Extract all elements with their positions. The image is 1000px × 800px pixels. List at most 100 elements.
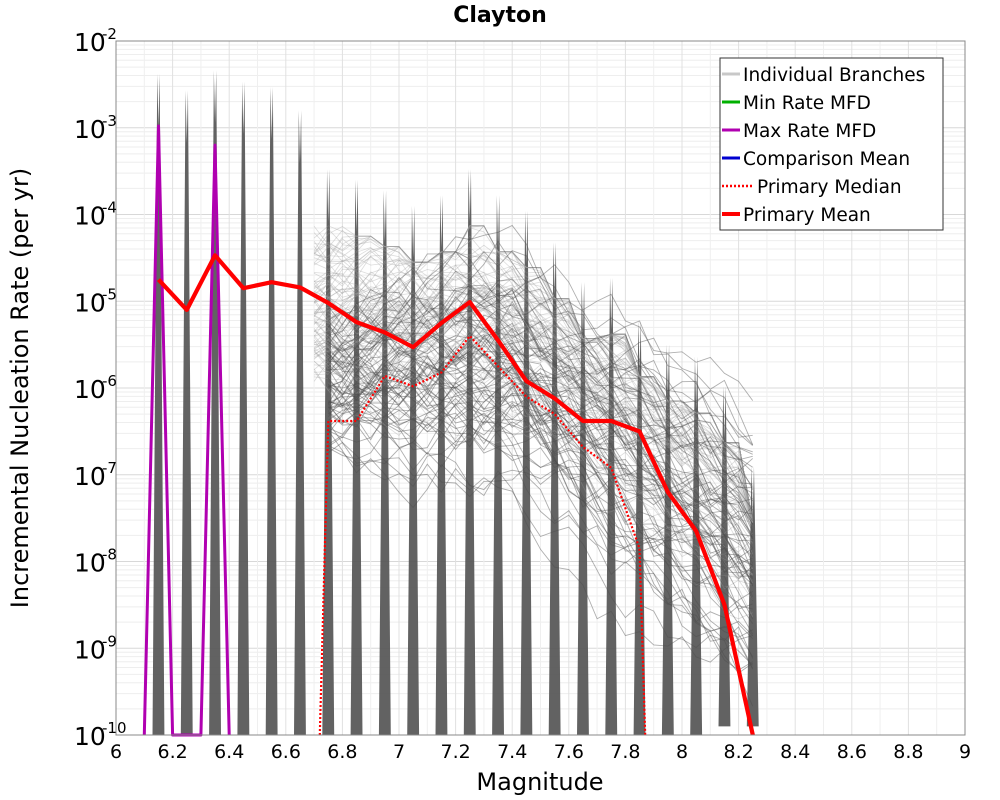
y-tick-label: 10-9 <box>74 632 117 664</box>
branch-line <box>313 276 754 523</box>
branch-line <box>313 295 754 523</box>
branch-line <box>328 240 754 531</box>
y-tick-label: 10-5 <box>74 285 117 317</box>
branch-line <box>327 283 754 521</box>
branch-line <box>328 366 754 640</box>
branch-line <box>313 272 754 523</box>
branch-line <box>328 251 754 490</box>
legend-box <box>719 57 944 231</box>
branch-line <box>313 235 754 523</box>
branch-line <box>313 274 754 523</box>
branch-line <box>313 273 754 523</box>
branch-line <box>314 339 753 579</box>
branch-line <box>327 351 754 601</box>
branch-line <box>327 375 754 597</box>
branch-line <box>328 383 754 549</box>
branch-spike <box>605 277 618 735</box>
y-tick-base: 10 <box>74 635 106 664</box>
branch-line <box>328 421 754 670</box>
branch-line <box>313 282 753 557</box>
y-tick-exponent: -5 <box>102 285 117 303</box>
branch-line <box>328 337 754 540</box>
branch-line <box>313 235 754 523</box>
y-tick-exponent: -6 <box>102 372 117 390</box>
branch-line <box>328 327 754 564</box>
branch-line <box>328 314 754 445</box>
legend-label-max-rate-mfd: Max Rate MFD <box>743 121 876 142</box>
branch-line <box>328 288 753 461</box>
branch-line <box>327 264 754 401</box>
branch-spike <box>152 73 165 736</box>
branch-line <box>328 356 754 580</box>
primary-median-line <box>318 334 647 736</box>
branch-line <box>313 310 754 523</box>
branch-line <box>327 378 754 574</box>
branch-line <box>313 265 754 523</box>
branch-line <box>327 383 754 658</box>
branch-line <box>313 296 754 601</box>
branch-line <box>314 309 754 523</box>
branch-spike <box>690 356 703 735</box>
branch-line <box>327 335 754 511</box>
branch-line <box>313 259 754 523</box>
branch-line <box>313 225 754 523</box>
x-tick-label: 8.8 <box>893 741 923 763</box>
branch-spike <box>746 466 759 727</box>
branch-line <box>313 251 754 523</box>
branch-line <box>327 298 753 453</box>
branch-line <box>327 334 754 586</box>
y-tick-exponent: -10 <box>102 719 127 737</box>
branch-line <box>313 257 754 523</box>
y-tick-base: 10 <box>74 202 106 231</box>
branch-line <box>314 275 754 523</box>
branch-line <box>328 365 754 558</box>
individual-branches <box>152 70 759 736</box>
branch-line <box>313 305 754 523</box>
x-axis-ticks: 6 6.2 6.4 6.6 6.8 7 7.2 7.4 7.6 7.8 8 8.2 8.4 8.6 8.8 9 <box>110 741 971 763</box>
y-tick-label: 10-4 <box>74 199 117 231</box>
x-tick-label: 6.6 <box>271 741 301 763</box>
branch-line <box>313 282 754 523</box>
branch-line <box>327 289 753 438</box>
branch-line <box>313 330 753 620</box>
branch-line <box>313 279 754 523</box>
x-tick-label: 7.4 <box>497 741 527 763</box>
branch-line <box>313 286 754 523</box>
primary-mean-line <box>156 253 755 736</box>
branch-line <box>314 281 754 523</box>
branch-spike <box>180 90 193 735</box>
plot-frame <box>115 40 966 736</box>
branch-spike <box>350 179 363 736</box>
branch-line <box>313 315 754 523</box>
branch-line <box>313 274 754 523</box>
branch-line <box>313 264 754 523</box>
branch-line <box>327 352 754 620</box>
branch-line <box>313 298 754 558</box>
y-tick-exponent: -4 <box>102 199 117 217</box>
y-tick-base: 10 <box>74 288 106 317</box>
branch-line <box>328 374 753 610</box>
branch-line <box>314 225 754 523</box>
branch-line <box>313 246 754 523</box>
x-tick-label: 6.4 <box>214 741 244 763</box>
x-tick-label: 6.8 <box>327 741 357 763</box>
legend-label-min-rate-mfd: Min Rate MFD <box>743 93 871 114</box>
branch-spike <box>407 205 420 735</box>
branch-line <box>313 338 754 523</box>
branch-line <box>313 285 754 523</box>
branch-line <box>314 310 754 523</box>
branch-line <box>314 359 754 523</box>
branch-line <box>313 307 754 554</box>
branch-line <box>327 250 753 447</box>
legend-label-primary-mean: Primary Mean <box>743 205 871 226</box>
branch-line <box>313 244 754 523</box>
y-tick-label: 10-7 <box>74 459 117 491</box>
y-axis-label: Incremental Nucleation Rate (per yr) <box>6 168 34 608</box>
branch-spike <box>463 169 476 735</box>
branch-line <box>314 315 754 523</box>
x-tick-label: 6.2 <box>157 741 187 763</box>
branch-line <box>313 271 754 523</box>
branch-line <box>313 237 754 523</box>
legend-label-individual-branches: Individual Branches <box>743 65 925 86</box>
legend-label-primary-median: Primary Median <box>757 177 902 198</box>
